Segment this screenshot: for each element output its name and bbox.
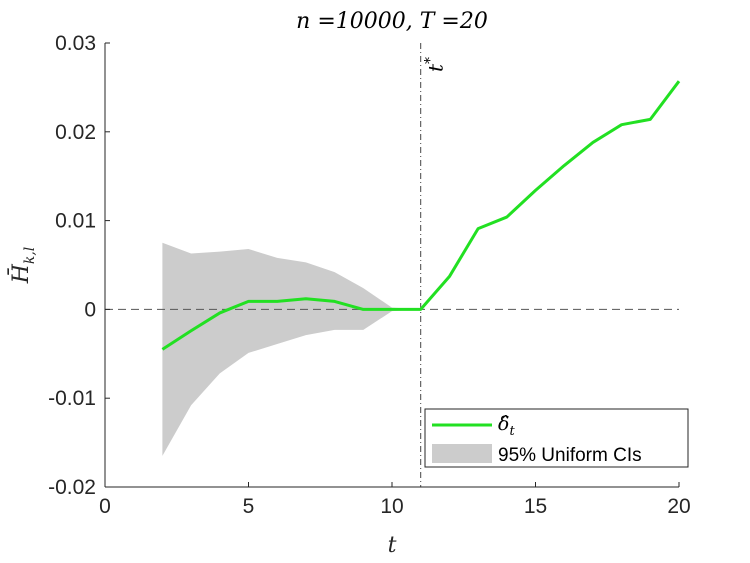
- x-axis-title: t: [388, 533, 397, 558]
- x-tick-label: 10: [380, 495, 403, 518]
- legend-band-label: 95% Uniform CIs: [498, 445, 642, 466]
- svg-text:H̄k,l: H̄k,l: [7, 247, 38, 285]
- y-axis-title: H̄k,l: [7, 247, 38, 285]
- axes-layer: 0 5 10 15 20 -0.02 -0.01 0 0.01 0.02 0.03: [48, 32, 691, 518]
- confidence-band-layer: [162, 242, 421, 456]
- y-tick-label: -0.02: [48, 476, 96, 499]
- y-tick-label: -0.01: [48, 387, 96, 410]
- y-tick-label: 0.02: [55, 121, 96, 144]
- x-tick-label: 0: [99, 495, 111, 518]
- y-axis-title-sub: k,l: [22, 247, 38, 264]
- legend-band-swatch: [432, 444, 492, 463]
- x-tick-label: 5: [243, 495, 255, 518]
- chart-title: n =10000, T =20: [296, 9, 488, 34]
- y-tick-label: 0: [84, 298, 96, 321]
- x-tick-label: 20: [667, 495, 690, 518]
- legend: δ̂t 95% Uniform CIs: [424, 408, 689, 468]
- y-tick-label: 0.03: [55, 32, 96, 55]
- confidence-band: [162, 242, 421, 456]
- series-line-layer: [161, 80, 681, 351]
- y-axis-title-main: H̄: [7, 263, 34, 284]
- y-tick-label: 0.01: [55, 210, 96, 233]
- series-line-delta: [161, 80, 681, 351]
- x-tick-label: 15: [524, 495, 547, 518]
- tstar-label: t*: [423, 57, 448, 72]
